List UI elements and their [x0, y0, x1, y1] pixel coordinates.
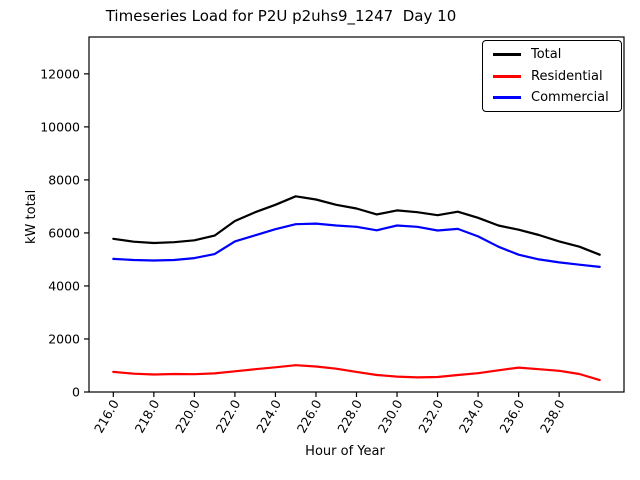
y-tick-label: 10000 [40, 119, 80, 134]
legend-label-commercial: Commercial [531, 90, 609, 105]
y-tick-label: 2000 [48, 331, 80, 346]
y-tick-label: 12000 [40, 66, 80, 81]
x-tick-label: 224.0 [253, 397, 284, 436]
series-line-residential [112, 364, 601, 382]
legend-line-commercial-icon [493, 96, 521, 99]
series-line-total [112, 195, 601, 256]
chart-title: Timeseries Load for P2U p2uhs9_1247 Day … [105, 7, 457, 25]
x-tick-label: 232.0 [415, 397, 446, 436]
series-line-commercial [112, 222, 601, 268]
x-tick-label: 218.0 [132, 397, 163, 436]
legend-item-residential: Residential [493, 70, 611, 83]
x-tick-label: 238.0 [537, 397, 568, 436]
x-tick-label: 226.0 [294, 397, 325, 436]
x-tick-label: 222.0 [213, 397, 244, 436]
legend-line-residential-icon [493, 74, 521, 78]
x-tick-label: 220.0 [172, 397, 203, 436]
x-tick-label: 216.0 [91, 397, 122, 436]
x-tick-label: 236.0 [496, 397, 527, 436]
x-tick-label: 230.0 [375, 397, 406, 436]
y-tick-label: 8000 [48, 172, 80, 187]
legend-line-total-icon [493, 53, 521, 56]
legend-label-total: Total [531, 47, 562, 62]
y-tick-label: 0 [72, 385, 80, 400]
y-tick-label: 6000 [48, 225, 80, 240]
legend-item-total: Total [493, 48, 611, 61]
y-tick-label: 4000 [48, 278, 80, 293]
legend: Total Residential Commercial [482, 40, 622, 112]
x-tick-label: 228.0 [334, 397, 365, 436]
legend-item-commercial: Commercial [493, 91, 611, 104]
axes-spines [88, 36, 625, 393]
x-tick-label: 234.0 [456, 397, 487, 436]
y-axis-label: kW total [24, 189, 39, 244]
legend-label-residential: Residential [531, 68, 603, 84]
x-axis-label: Hour of Year [305, 444, 385, 459]
